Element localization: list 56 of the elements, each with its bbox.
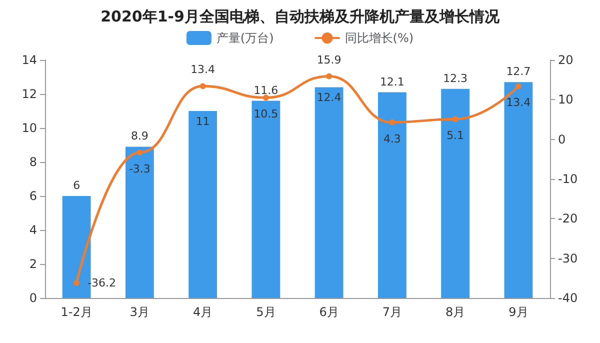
- y2-tick-label: 10: [558, 92, 574, 107]
- y2-tick-label: -20: [558, 212, 578, 226]
- bar: [378, 92, 406, 298]
- data-label: 6: [73, 179, 80, 192]
- point: [200, 83, 206, 90]
- x-tick-label: 9月: [508, 305, 528, 319]
- data-label: 12.1: [380, 75, 404, 88]
- data-label: 12.3: [443, 72, 468, 85]
- x-tick-label: 7月: [382, 305, 402, 319]
- data-label: 12.7: [506, 65, 531, 78]
- point: [515, 83, 522, 90]
- y2-tick-label: 0: [558, 132, 566, 146]
- y-tick-label: 6: [29, 189, 37, 203]
- y-tick-label: 12: [22, 87, 37, 101]
- point: [452, 116, 458, 122]
- y2-tick-label: -10: [558, 172, 578, 186]
- data-label: 5.1: [446, 129, 464, 142]
- y-tick-label: 4: [29, 223, 37, 237]
- point: [389, 119, 396, 126]
- x-tick-label: 4月: [192, 305, 213, 319]
- data-label: 4.3: [383, 132, 401, 146]
- y2-tick-label: 20: [558, 53, 574, 67]
- bar: [441, 88, 470, 298]
- data-label: 12.4: [316, 91, 342, 104]
- x-tick-label: 3月: [130, 305, 150, 319]
- x-tick-label: 6月: [319, 305, 339, 319]
- data-label: 13.4: [190, 63, 216, 76]
- data-label: -3.3: [128, 162, 150, 176]
- data-label: 11.6: [254, 84, 278, 97]
- point: [136, 149, 143, 156]
- x-tick-label: 8月: [445, 305, 466, 319]
- legend-label: 同比增长(%): [344, 31, 414, 45]
- point: [262, 94, 269, 101]
- y-tick-label: 2: [29, 257, 37, 271]
- point: [326, 73, 332, 80]
- data-label: 11: [196, 115, 210, 128]
- data-label: 8.9: [130, 130, 148, 143]
- data-label: 15.9: [316, 53, 342, 66]
- bar: [125, 146, 154, 298]
- point: [74, 280, 80, 286]
- y-tick-label: 14: [22, 53, 37, 67]
- y-tick-label: 0: [29, 291, 37, 305]
- bar: [504, 82, 533, 298]
- chart-title: 2020年1-9月全国电梯、自动扶梯及升降机产量及增长情况: [100, 8, 500, 26]
- bar: [314, 87, 344, 298]
- y-tick-label: 10: [22, 121, 37, 135]
- data-label: 10.5: [254, 108, 278, 121]
- y2-tick-label: -40: [558, 291, 578, 305]
- y2-tick-label: -30: [558, 251, 578, 266]
- data-label: 13.4: [506, 96, 531, 110]
- bar: [188, 111, 218, 298]
- legend-label: 产量(万台): [216, 31, 274, 45]
- y-tick-label: 8: [29, 155, 37, 169]
- x-tick-label: 5月: [256, 305, 276, 319]
- x-tick-label: 1-2月: [60, 305, 92, 319]
- bar: [252, 100, 280, 298]
